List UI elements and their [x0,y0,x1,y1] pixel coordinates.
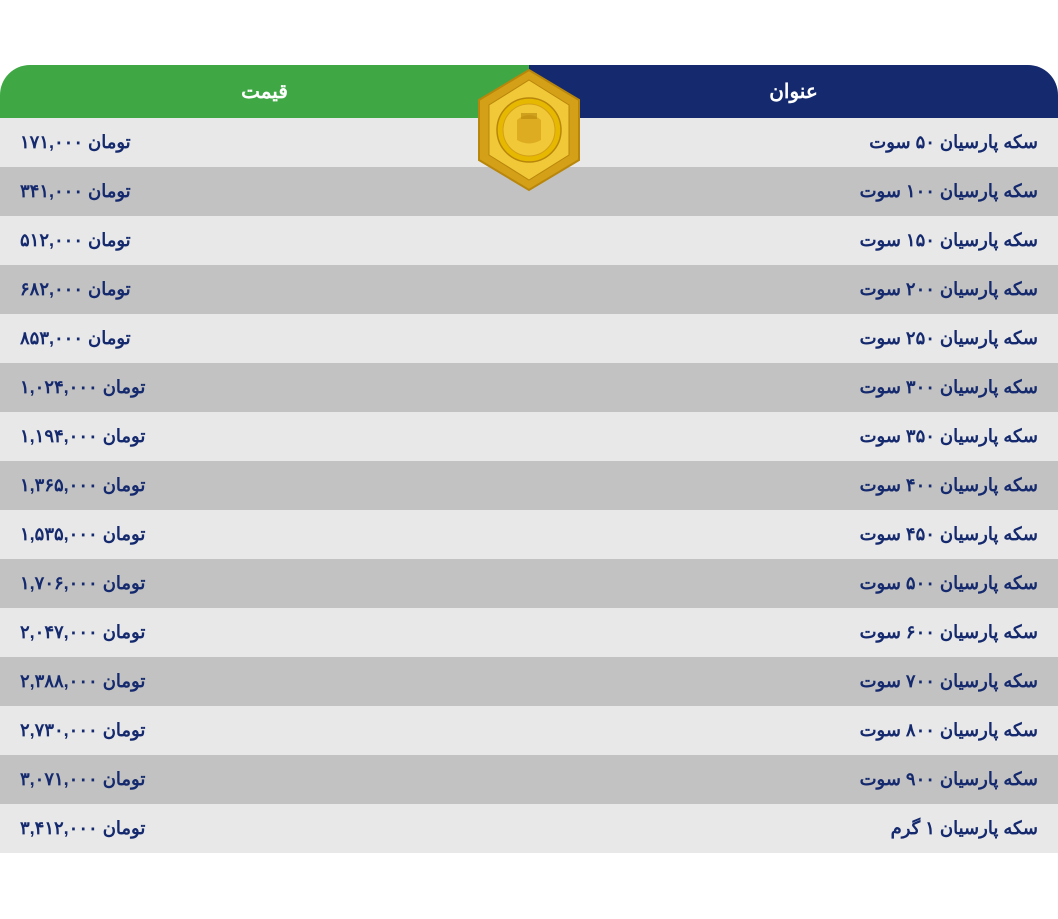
header-price-cell: قیمت [0,65,529,118]
row-price: ۱۷۱,۰۰۰ تومان [20,132,529,153]
row-title: سکه پارسیان ۲۵۰ سوت [529,328,1038,349]
row-title: سکه پارسیان ۵۰۰ سوت [529,573,1038,594]
row-title: سکه پارسیان ۳۵۰ سوت [529,426,1038,447]
table-row: سکه پارسیان ۴۵۰ سوت۱,۵۳۵,۰۰۰ تومان [0,510,1058,559]
table-row: سکه پارسیان ۶۰۰ سوت۲,۰۴۷,۰۰۰ تومان [0,608,1058,657]
table-row: سکه پارسیان ۵۰۰ سوت۱,۷۰۶,۰۰۰ تومان [0,559,1058,608]
row-price: ۱,۳۶۵,۰۰۰ تومان [20,475,529,496]
price-table-container: عنوان قیمت سکه پارسیان ۵۰ سوت۱۷۱,۰۰۰ توم… [0,65,1058,853]
row-price: ۸۵۳,۰۰۰ تومان [20,328,529,349]
row-title: سکه پارسیان ۳۰۰ سوت [529,377,1038,398]
table-row: سکه پارسیان ۸۰۰ سوت۲,۷۳۰,۰۰۰ تومان [0,706,1058,755]
row-title: سکه پارسیان ۲۰۰ سوت [529,279,1038,300]
row-title: سکه پارسیان ۴۵۰ سوت [529,524,1038,545]
table-row: سکه پارسیان ۷۰۰ سوت۲,۳۸۸,۰۰۰ تومان [0,657,1058,706]
row-price: ۱,۵۳۵,۰۰۰ تومان [20,524,529,545]
table-row: سکه پارسیان ۳۵۰ سوت۱,۱۹۴,۰۰۰ تومان [0,412,1058,461]
row-price: ۲,۳۸۸,۰۰۰ تومان [20,671,529,692]
row-price: ۳,۴۱۲,۰۰۰ تومان [20,818,529,839]
row-title: سکه پارسیان ۶۰۰ سوت [529,622,1038,643]
row-title: سکه پارسیان ۷۰۰ سوت [529,671,1038,692]
header-title-cell: عنوان [529,65,1058,118]
row-price: ۱,۰۲۴,۰۰۰ تومان [20,377,529,398]
gold-coin-icon [469,65,589,195]
row-title: سکه پارسیان ۵۰ سوت [529,132,1038,153]
row-title: سکه پارسیان ۱۵۰ سوت [529,230,1038,251]
table-row: سکه پارسیان ۲۰۰ سوت۶۸۲,۰۰۰ تومان [0,265,1058,314]
row-price: ۳۴۱,۰۰۰ تومان [20,181,529,202]
table-row: سکه پارسیان ۱۵۰ سوت۵۱۲,۰۰۰ تومان [0,216,1058,265]
row-title: سکه پارسیان ۴۰۰ سوت [529,475,1038,496]
table-row: سکه پارسیان ۹۰۰ سوت۳,۰۷۱,۰۰۰ تومان [0,755,1058,804]
row-price: ۱,۱۹۴,۰۰۰ تومان [20,426,529,447]
row-price: ۶۸۲,۰۰۰ تومان [20,279,529,300]
table-row: سکه پارسیان ۲۵۰ سوت۸۵۳,۰۰۰ تومان [0,314,1058,363]
table-row: سکه پارسیان ۳۰۰ سوت۱,۰۲۴,۰۰۰ تومان [0,363,1058,412]
row-price: ۲,۷۳۰,۰۰۰ تومان [20,720,529,741]
row-price: ۱,۷۰۶,۰۰۰ تومان [20,573,529,594]
row-title: سکه پارسیان ۱۰۰ سوت [529,181,1038,202]
table-row: سکه پارسیان ۱ گرم۳,۴۱۲,۰۰۰ تومان [0,804,1058,853]
row-title: سکه پارسیان ۹۰۰ سوت [529,769,1038,790]
row-title: سکه پارسیان ۸۰۰ سوت [529,720,1038,741]
row-title: سکه پارسیان ۱ گرم [529,818,1038,839]
row-price: ۵۱۲,۰۰۰ تومان [20,230,529,251]
table-row: سکه پارسیان ۴۰۰ سوت۱,۳۶۵,۰۰۰ تومان [0,461,1058,510]
row-price: ۳,۰۷۱,۰۰۰ تومان [20,769,529,790]
row-price: ۲,۰۴۷,۰۰۰ تومان [20,622,529,643]
table-body: سکه پارسیان ۵۰ سوت۱۷۱,۰۰۰ تومان سکه پارسی… [0,118,1058,853]
